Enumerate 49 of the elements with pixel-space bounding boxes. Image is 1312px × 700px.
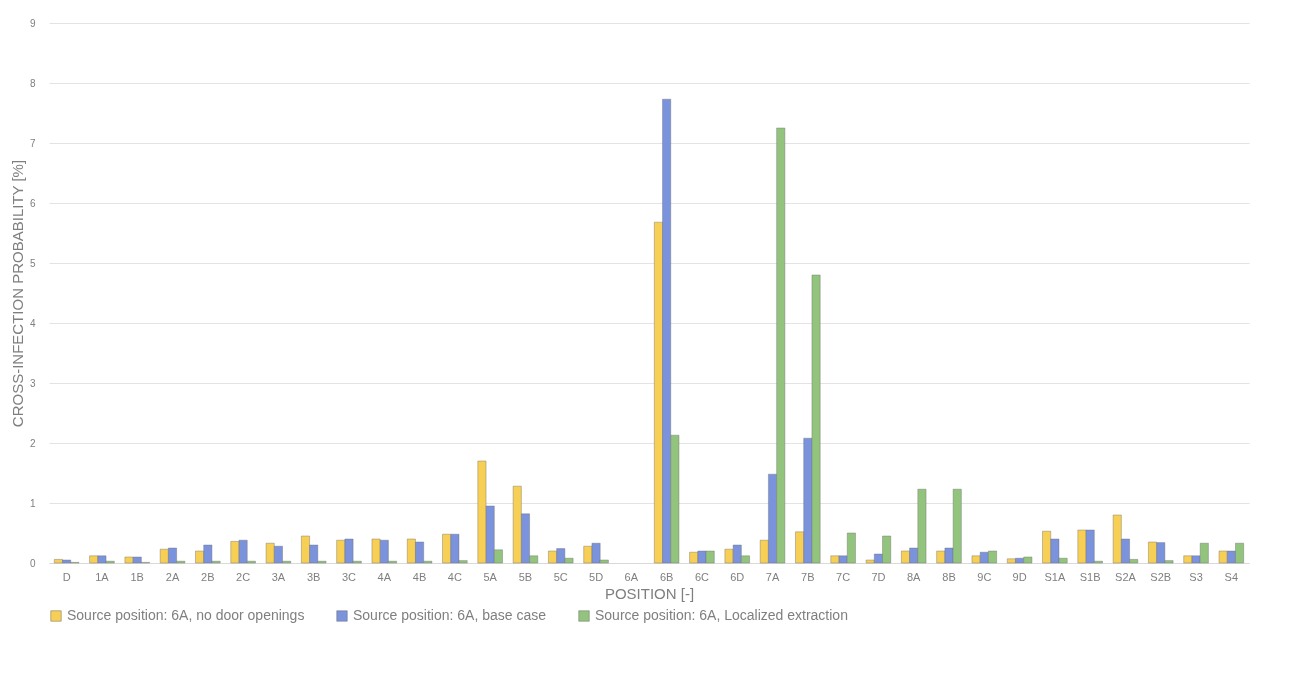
x-tick-label: S1B [1079, 570, 1101, 583]
x-tick-label: 4C [447, 570, 462, 583]
x-tick-label: D [62, 570, 71, 583]
y-tick-label: 7 [29, 137, 36, 149]
x-tick-label: 1A [95, 570, 110, 583]
x-tick-label: 9D [1012, 570, 1027, 583]
x-axis-title: POSITION [-] [604, 584, 695, 602]
y-tick-label: 2 [29, 437, 36, 449]
x-tick-label: 5A [483, 570, 498, 583]
x-tick-label: 5D [589, 570, 604, 583]
x-tick-label: 8A [906, 570, 922, 583]
y-tick-label: 3 [29, 377, 36, 389]
x-tick-label: 8B [942, 570, 956, 583]
y-tick-label: 1 [29, 497, 36, 509]
y-tick-label: 4 [29, 317, 36, 329]
x-tick-label: 7C [836, 570, 851, 583]
x-tick-label: S2B [1150, 570, 1172, 583]
x-tick-label: 3A [271, 570, 286, 583]
y-tick-label: 6 [29, 197, 36, 209]
x-tick-label: S3 [1189, 570, 1203, 583]
x-tick-label: 7A [765, 570, 780, 583]
legend-label: Source position: 6A, base case [353, 607, 547, 623]
x-tick-label: 4A [377, 570, 392, 583]
x-tick-label: 3C [341, 570, 357, 583]
x-tick-label: 6B [659, 570, 674, 583]
x-tick-label: 7D [871, 570, 886, 583]
x-tick-label: S2A [1115, 570, 1137, 583]
x-tick-label: 5B [518, 570, 533, 583]
y-axis-title: CROSS-INFECTION PROBABILITY [%] [8, 159, 26, 428]
x-tick-label: 1B [130, 570, 144, 583]
y-tick-label: 8 [29, 77, 36, 89]
y-tick-label: 9 [29, 17, 36, 29]
x-tick-label: 2C [236, 570, 251, 583]
x-tick-label: 6D [730, 570, 745, 583]
x-tick-label: 5C [553, 570, 568, 583]
x-tick-label: S1A [1044, 570, 1066, 583]
y-tick-label: 5 [29, 257, 36, 269]
x-tick-label: S4 [1224, 570, 1239, 583]
legend-label: Source position: 6A, no door openings [67, 607, 305, 623]
x-tick-label: 7B [801, 570, 815, 583]
x-tick-label: 3B [306, 570, 321, 583]
x-tick-label: 6A [624, 570, 639, 583]
legend-label: Source position: 6A, Localized extraction [595, 607, 848, 623]
x-tick-label: 9C [977, 570, 992, 583]
x-tick-label: 2B [201, 570, 215, 583]
x-tick-label: 4B [412, 570, 427, 583]
x-tick-label: 6C [694, 570, 710, 583]
x-tick-label: 2A [165, 570, 180, 583]
y-tick-label: 0 [29, 557, 36, 569]
